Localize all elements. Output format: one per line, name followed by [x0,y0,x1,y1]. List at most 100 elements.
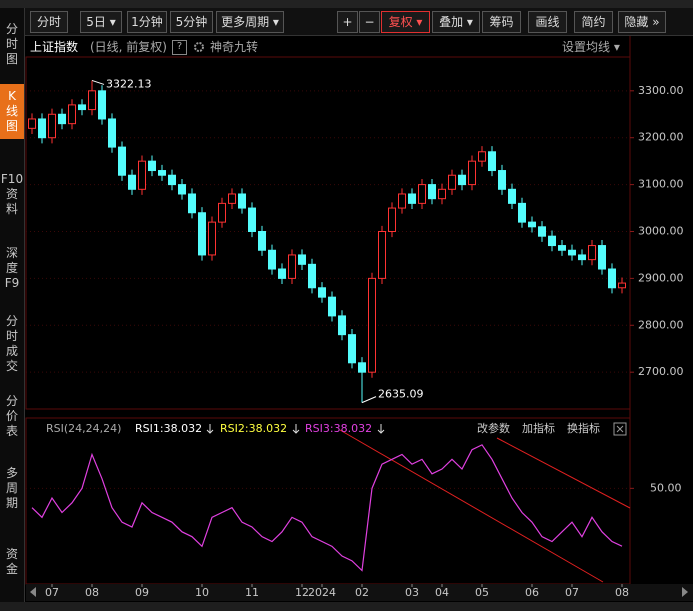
x-tick-label: 07 [565,586,579,599]
y-tick-label: 3100.00 [638,178,684,191]
channel-line [496,437,631,509]
toolbar-button[interactable]: + [337,11,358,33]
candle-body [508,188,516,204]
legend-arrows [206,424,385,434]
sidebar-tab[interactable]: 分时成交 [5,314,18,373]
candle-body [258,231,266,251]
bottom-tabs [0,602,693,611]
toolbar-button[interactable]: 分时 [30,11,68,33]
x-tick-label: 07 [45,586,59,599]
scroll-left[interactable] [30,587,36,597]
rsi-action[interactable]: 换指标 [567,421,600,435]
candle-body [618,282,626,289]
chart-mode: (日线, 前复权) [90,40,167,54]
toolbar-button[interactable]: − [359,11,380,33]
toolbar-button[interactable]: 更多周期 ▾ [216,11,284,33]
candle-body [158,170,166,176]
candle-body [78,104,86,111]
toolbar-button[interactable]: 复权 ▾ [381,11,430,33]
y-tick-label: 2800.00 [638,318,684,331]
candle-body [368,277,376,373]
x-tick-label: 05 [475,586,489,599]
x-tick-label: 02 [355,586,369,599]
indicator-name[interactable]: 神奇九转 [210,40,259,54]
candle-body [178,184,186,195]
rsi-close[interactable] [613,422,627,436]
x-tick-label: 09 [135,586,149,599]
candle-body [478,151,486,162]
x-tick-label: 06 [525,586,539,599]
toolbar-button[interactable]: 画线 [528,11,567,33]
y-tick-label: 3000.00 [638,225,684,238]
candle-body [448,174,456,190]
candle-body [108,118,116,148]
toolbar-button[interactable]: 简约 [574,11,613,33]
toolbar-button[interactable]: 隐藏 » [618,11,666,33]
candle-body [358,362,366,373]
candle-body [298,254,306,265]
low-pointer [361,396,377,404]
sidebar-tab[interactable]: 分价表 [5,394,18,438]
candle-body [458,174,466,186]
candle-body [588,245,596,261]
candle-body [528,221,536,228]
candle-body [28,118,36,129]
scroll-right[interactable] [682,587,688,597]
top-menu-strip [0,0,693,8]
channel-line [339,429,604,583]
candle-body [118,146,126,176]
rsi-action[interactable]: 加指标 [522,421,555,435]
toolbar-button[interactable]: 5日 ▾ [80,11,122,33]
high-label: 3322.13 [106,77,152,90]
sidebar-tab[interactable]: F10 资料 [0,172,24,216]
toolbar-button[interactable]: 5分钟 [170,11,213,33]
candle-body [268,249,276,270]
candle-body [598,245,606,270]
candle-body [418,184,426,204]
x-tick-label: 11 [245,586,259,599]
candle-body [238,193,246,209]
sidebar-tab[interactable]: 资金 [5,547,18,576]
sidebar-tab[interactable]: 深度 F9 [4,246,20,290]
candle-body [438,188,446,200]
sidebar-tab[interactable]: 多周期 [5,466,18,510]
rsi-frame [25,417,631,585]
x-tick-label: 10 [195,586,209,599]
candle-body [128,174,136,190]
candle-body [388,207,396,232]
sidebar-tab[interactable]: 分时图 [5,22,18,66]
rsi-title: RSI(24,24,24) [46,422,121,435]
ma-settings[interactable]: 设置均线 ▾ [562,40,620,54]
gear-icon[interactable] [193,41,205,53]
candle-body [278,268,286,279]
candle-body [138,160,146,190]
y-tick-label: 3200.00 [638,131,684,144]
candle-body [608,268,616,289]
candle-body [148,160,156,172]
y-tick-label: 2900.00 [638,271,684,284]
candle-body [428,184,436,200]
toolbar-button[interactable]: 叠加 ▾ [432,11,480,33]
candle-body [168,174,176,186]
rsi-action[interactable]: 改参数 [477,421,510,435]
candle-body [318,287,326,298]
x-tick-label: 08 [615,586,629,599]
candle-body [408,193,416,204]
candle-body [48,113,56,139]
help-button[interactable]: ? [172,40,187,55]
y-tick-label: 50.00 [650,481,682,494]
toolbar-button[interactable]: 筹码 [482,11,521,33]
x-tick-label: 04 [435,586,449,599]
low-label: 2635.09 [378,388,424,401]
toolbar-button[interactable]: 1分钟 [127,11,167,33]
candle-body [228,193,236,204]
y-tick-label: 2700.00 [638,365,684,378]
candle-body [58,113,66,125]
candle-body [38,118,46,139]
candle-body [328,296,336,317]
y-tick-label: 3300.00 [638,84,684,97]
high-pointer [91,79,105,85]
rsi-line [31,444,623,572]
chart-header: 上证指数 (日线, 前复权) ? 神奇九转 设置均线 ▾ [26,37,693,57]
